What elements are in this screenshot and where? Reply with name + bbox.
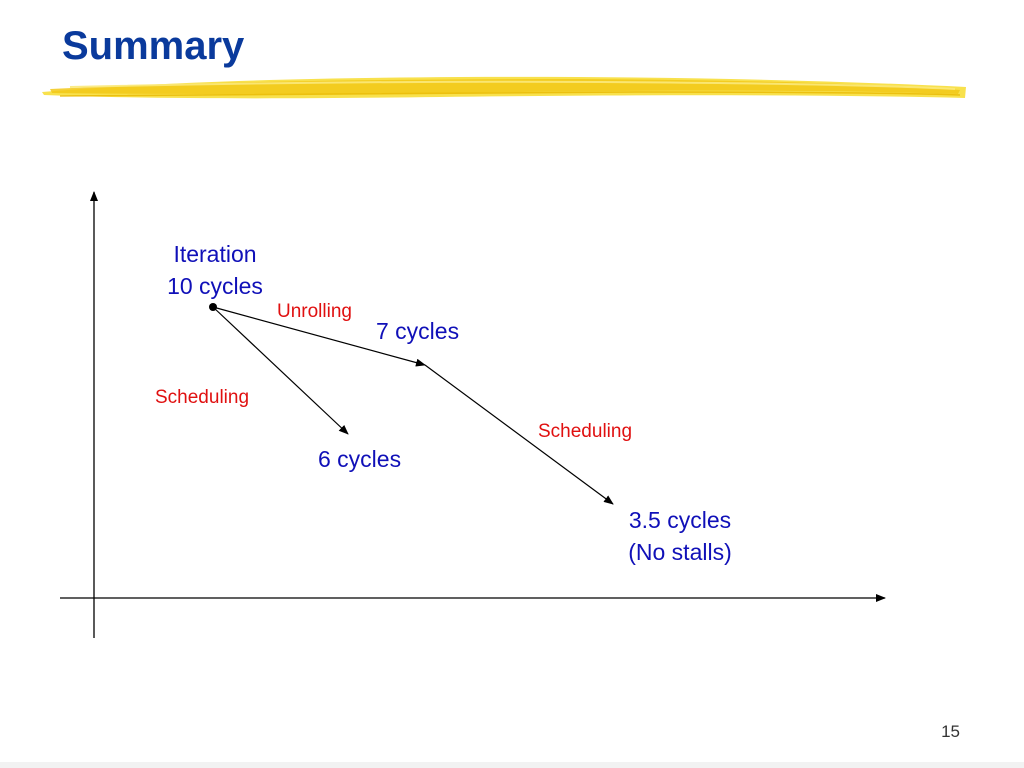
node-scheduled-label: 6 cycles (318, 446, 402, 472)
node-final-line2: (No stalls) (628, 539, 732, 565)
node-final-label: 3.5 cycles (No stalls) (610, 504, 750, 568)
node-start-label: Iteration 10 cycles (150, 238, 280, 302)
scheduling-arrow-left (212, 306, 349, 435)
node-start-line1: Iteration (173, 241, 257, 267)
slide-title: Summary (62, 24, 245, 68)
edge-scheduling-right-label: Scheduling (538, 421, 633, 442)
edge-unrolling-label: Unrolling (277, 301, 352, 322)
title-highlighter-stroke (42, 76, 966, 99)
node-final-line1: 3.5 cycles (628, 507, 732, 533)
edge-scheduling-left-label: Scheduling (155, 387, 250, 408)
footer-bar (0, 762, 1024, 768)
page-number: 15 (941, 722, 960, 741)
scheduling-arrow-right (424, 364, 614, 505)
node-unrolled-label: 7 cycles (376, 318, 460, 344)
unrolling-arrow (212, 306, 426, 367)
node-start-line2: 10 cycles (167, 273, 263, 299)
